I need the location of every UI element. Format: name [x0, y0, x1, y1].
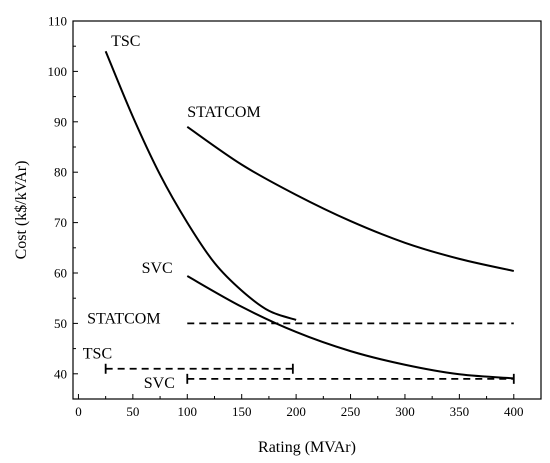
annotation-tsc: TSC — [111, 33, 140, 50]
annotation-svc: SVC — [142, 260, 173, 277]
series-line-tsc — [104, 50, 297, 321]
y-tick-label: 80 — [54, 165, 67, 180]
annotation-tsc: TSC — [83, 346, 112, 363]
y-axis-ticks: 40 50 60 70 80 90 100 110 — [48, 14, 78, 381]
y-tick-label: 70 — [54, 215, 67, 230]
x-axis-title: Rating (MVAr) — [258, 439, 356, 456]
x-tick-label: 100 — [178, 404, 198, 419]
y-tick-label: 90 — [54, 114, 67, 129]
x-tick-label: 50 — [126, 404, 139, 419]
rating-ranges — [104, 322, 515, 384]
plot-frame — [72, 20, 542, 400]
curves — [104, 50, 515, 380]
x-axis-ticks: 0 50 100 150 200 250 300 350 400 — [75, 394, 524, 419]
x-tick-label: 350 — [450, 404, 470, 419]
annotation-statcom: STATCOM — [87, 310, 160, 327]
y-tick-label: 60 — [54, 266, 67, 281]
x-tick-label: 250 — [341, 404, 361, 419]
y-axis-title: Cost (k$/kVAr) — [13, 161, 30, 260]
x-tick-label: 300 — [395, 404, 415, 419]
y-tick-label: 110 — [48, 14, 67, 29]
y-tick-label: 50 — [54, 316, 67, 331]
x-tick-label: 200 — [286, 404, 306, 419]
x-tick-label: 400 — [504, 404, 524, 419]
annotation-statcom: STATCOM — [187, 104, 260, 121]
annotations: TSC STATCOM SVC STATCOM TSC SVC — [83, 33, 261, 392]
x-tick-label: 150 — [232, 404, 252, 419]
x-tick-label: 0 — [75, 404, 82, 419]
y-tick-label: 100 — [48, 64, 68, 79]
annotation-svc: SVC — [144, 375, 175, 392]
series-line-svc — [186, 275, 514, 380]
axes — [72, 20, 542, 400]
series-line-statcom — [186, 126, 515, 272]
y-tick-label: 40 — [54, 366, 67, 381]
